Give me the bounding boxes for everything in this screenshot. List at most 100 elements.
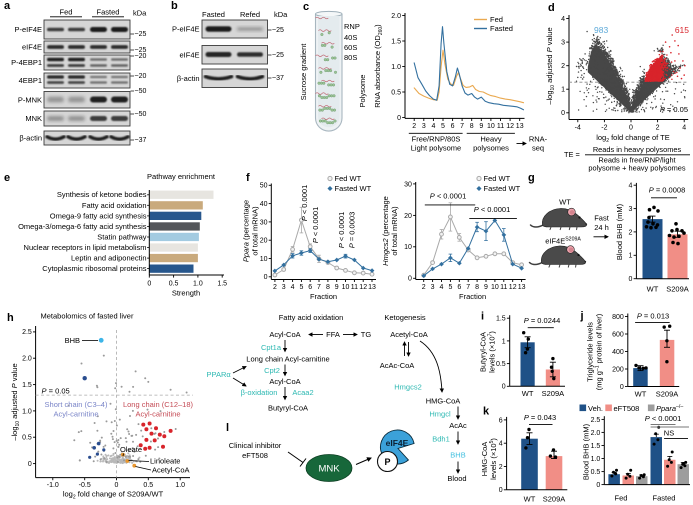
svg-text:12: 12 xyxy=(506,123,514,130)
svg-text:RNA absorbance (OD260): RNA absorbance (OD260) xyxy=(373,24,384,108)
svg-text:Acetyl-CoA: Acetyl-CoA xyxy=(152,466,190,475)
svg-text:Ketogenesis: Ketogenesis xyxy=(384,313,426,322)
svg-text:Fasted WT: Fasted WT xyxy=(335,184,372,193)
svg-text:Butyryl-CoA: Butyryl-CoA xyxy=(268,404,308,413)
svg-text:Acetyl-CoA: Acetyl-CoA xyxy=(390,330,428,339)
svg-text:615: 615 xyxy=(675,25,689,35)
svg-text:0: 0 xyxy=(499,487,503,494)
svg-text:1: 1 xyxy=(502,338,506,345)
svg-text:levels (×105): levels (×105) xyxy=(489,438,498,480)
svg-text:1.5: 1.5 xyxy=(217,281,227,288)
svg-text:0: 0 xyxy=(502,384,506,391)
svg-text:S209A: S209A xyxy=(542,389,565,398)
svg-text:P-eIF4E: P-eIF4E xyxy=(14,25,42,34)
svg-text:Bdh1: Bdh1 xyxy=(432,435,450,444)
svg-text:~50: ~50 xyxy=(135,111,147,118)
svg-text:i: i xyxy=(481,311,484,323)
svg-text:TG: TG xyxy=(361,330,372,339)
svg-text:10: 10 xyxy=(404,244,412,251)
svg-text:Fed WT: Fed WT xyxy=(335,174,362,183)
svg-text:-4: -4 xyxy=(575,125,581,132)
svg-text:200: 200 xyxy=(612,366,624,373)
svg-text:S209A: S209A xyxy=(666,285,689,294)
svg-text:0: 0 xyxy=(115,482,119,489)
svg-text:Free/RNP/80S: Free/RNP/80S xyxy=(412,135,461,144)
svg-text:P < 0.0001: P < 0.0001 xyxy=(645,414,682,423)
svg-text:(mg g–1 protein of liver): (mg g–1 protein of liver) xyxy=(594,313,603,390)
svg-text:eFT508: eFT508 xyxy=(242,451,268,460)
svg-text:6: 6 xyxy=(308,284,312,291)
svg-text:log2 fold change of TE: log2 fold change of TE xyxy=(596,133,670,144)
svg-text:β-actin: β-actin xyxy=(19,134,42,143)
svg-text:0: 0 xyxy=(147,281,151,288)
svg-text:0: 0 xyxy=(561,110,565,117)
svg-text:0.5: 0.5 xyxy=(169,281,179,288)
svg-text:Fatty acid oxidation: Fatty acid oxidation xyxy=(279,313,344,322)
svg-text:kDa: kDa xyxy=(274,10,288,19)
svg-text:P = 0.05: P = 0.05 xyxy=(660,105,688,114)
svg-text:3: 3 xyxy=(561,40,565,47)
svg-text:1.5: 1.5 xyxy=(496,316,506,323)
svg-text:Hmgcs2: Hmgcs2 xyxy=(394,383,422,392)
svg-text:Statin pathway: Statin pathway xyxy=(97,232,146,241)
svg-text:4: 4 xyxy=(682,125,686,132)
svg-text:11: 11 xyxy=(500,284,507,291)
svg-text:0: 0 xyxy=(408,276,412,283)
svg-text:800: 800 xyxy=(612,314,624,321)
svg-text:0: 0 xyxy=(629,125,633,132)
svg-text:0.5: 0.5 xyxy=(143,482,153,489)
svg-text:1.0: 1.0 xyxy=(391,64,401,71)
svg-text:b: b xyxy=(171,0,178,12)
svg-text:Strength: Strength xyxy=(172,289,200,298)
svg-text:Fasted WT: Fasted WT xyxy=(484,184,521,193)
svg-text:Blood BHB (mM): Blood BHB (mM) xyxy=(615,203,624,260)
svg-text:Cytoplasmic ribosomal proteins: Cytoplasmic ribosomal proteins xyxy=(42,264,146,273)
svg-text:Sucrose gradient: Sucrose gradient xyxy=(299,43,308,101)
svg-text:Leptin and adiponectin: Leptin and adiponectin xyxy=(71,254,146,263)
svg-text:Omega-3/omega-6 fatty acid syn: Omega-3/omega-6 fatty acid synthesis xyxy=(18,222,147,231)
svg-text:Veh.: Veh. xyxy=(588,404,603,413)
svg-text:6: 6 xyxy=(457,284,461,291)
svg-text:levels (×107): levels (×107) xyxy=(487,331,496,373)
svg-text:6: 6 xyxy=(451,123,455,130)
svg-text:Fraction: Fraction xyxy=(459,292,486,301)
svg-text:2: 2 xyxy=(656,125,660,132)
svg-text:P < 0.0001: P < 0.0001 xyxy=(430,192,467,201)
svg-text:2: 2 xyxy=(422,284,426,291)
svg-text:Hmgcs2 (percentage: Hmgcs2 (percentage xyxy=(381,196,390,266)
svg-text:Cpt2: Cpt2 xyxy=(264,366,280,375)
svg-text:1.0: 1.0 xyxy=(193,281,203,288)
svg-text:Fed WT: Fed WT xyxy=(484,174,511,183)
svg-text:P < 0.0001: P < 0.0001 xyxy=(311,207,320,244)
svg-text:Hmgcl: Hmgcl xyxy=(429,410,451,419)
svg-text:BHB: BHB xyxy=(450,451,465,460)
svg-text:10: 10 xyxy=(260,256,268,263)
svg-text:12: 12 xyxy=(509,284,517,291)
svg-text:Omega-9 fatty acid synthesis: Omega-9 fatty acid synthesis xyxy=(50,211,147,220)
svg-text:P < 0.0001: P < 0.0001 xyxy=(300,185,309,222)
svg-text:3: 3 xyxy=(431,284,435,291)
svg-text:0: 0 xyxy=(596,482,600,489)
svg-text:9: 9 xyxy=(335,284,339,291)
svg-text:j: j xyxy=(580,310,584,322)
svg-text:h: h xyxy=(7,312,14,324)
svg-text:eIF4E: eIF4E xyxy=(22,43,42,52)
svg-text:12: 12 xyxy=(359,284,367,291)
svg-text:400: 400 xyxy=(612,349,624,356)
svg-text:5: 5 xyxy=(448,284,452,291)
svg-text:Fed: Fed xyxy=(490,15,503,24)
svg-text:of total mRNA): of total mRNA) xyxy=(390,206,399,256)
svg-text:Heavy: Heavy xyxy=(480,135,502,144)
svg-text:P = 0.0003: P = 0.0003 xyxy=(348,212,357,249)
svg-text:2: 2 xyxy=(499,464,503,471)
svg-text:g: g xyxy=(528,172,535,184)
svg-text:24 h: 24 h xyxy=(594,223,609,232)
svg-text:P-eIF4E: P-eIF4E xyxy=(172,25,200,34)
svg-text:P = 0.0008: P = 0.0008 xyxy=(649,186,686,195)
svg-text:WT: WT xyxy=(559,198,571,207)
svg-text:11: 11 xyxy=(497,123,504,130)
svg-text:AcAc-CoA: AcAc-CoA xyxy=(380,361,415,370)
svg-text:d: d xyxy=(548,2,555,14)
svg-text:3: 3 xyxy=(282,284,286,291)
svg-text:Butyryl-CoA: Butyryl-CoA xyxy=(479,332,488,372)
